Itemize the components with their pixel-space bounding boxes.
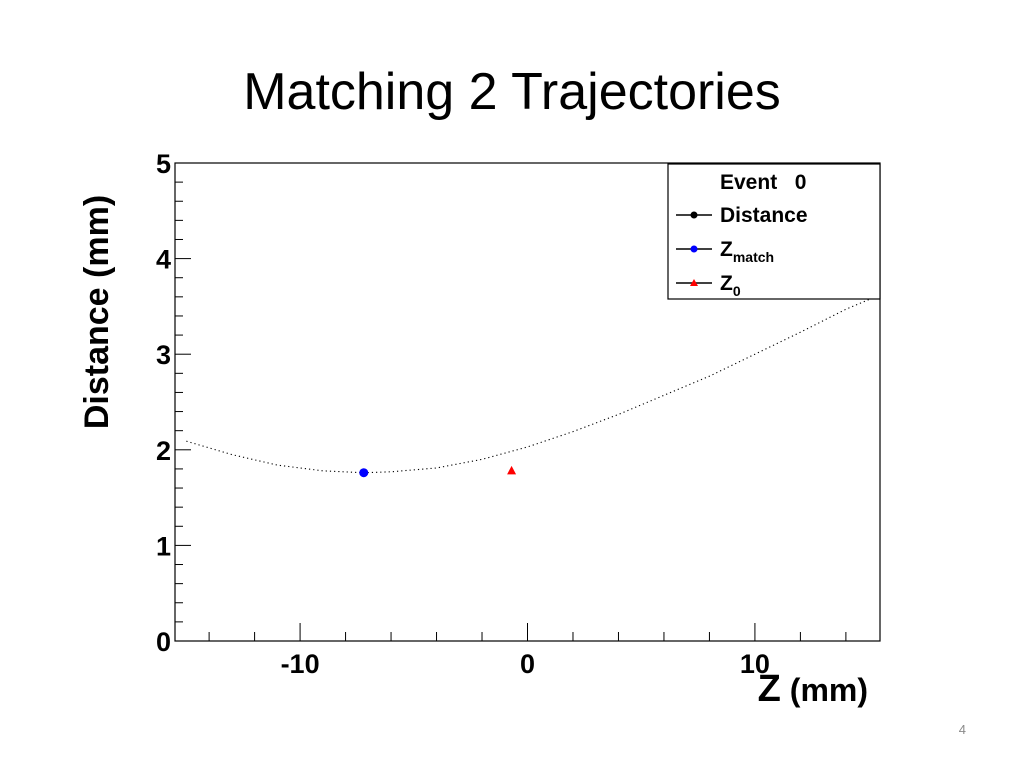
- slide-title: Matching 2 Trajectories: [243, 63, 781, 121]
- x-axis-label-main: Z: [758, 668, 781, 710]
- x-axis-tick-labels: -10 0 10: [281, 649, 770, 679]
- y-axis-tick-labels: 0 1 2 3 4 5: [156, 149, 171, 657]
- legend: Event 0 Distance Zmatch Z0: [667, 163, 881, 300]
- legend-zmatch-label: Zmatch: [720, 238, 774, 265]
- y-tick-label: 3: [156, 340, 171, 370]
- legend-header: Event 0: [720, 171, 806, 194]
- y-axis-label: Distance (mm): [78, 195, 116, 429]
- y-tick-label: 0: [156, 627, 171, 657]
- x-axis-label: Z (mm): [758, 668, 868, 710]
- legend-distance-label: Distance: [720, 204, 808, 227]
- z0-point: [507, 465, 517, 475]
- x-axis-label-unit: (mm): [781, 672, 868, 708]
- page-number: 4: [958, 722, 966, 737]
- legend-z0-main: Z: [720, 272, 733, 295]
- x-tick-label: 10: [740, 649, 770, 679]
- legend-z0-label: Z0: [720, 272, 741, 299]
- legend-box: [667, 163, 881, 300]
- x-tick-label: 0: [520, 649, 535, 679]
- y-tick-label: 4: [156, 245, 171, 275]
- series-layer: [186, 294, 881, 478]
- legend-z0-sub: 0: [733, 283, 741, 299]
- y-tick-label: 1: [156, 531, 171, 561]
- x-tick-label: -10: [281, 649, 320, 679]
- zmatch-point: [359, 468, 369, 478]
- x-axis-ticks: [208, 623, 847, 641]
- legend-zmatch-sub: match: [733, 249, 774, 265]
- y-axis-ticks: [175, 162, 191, 642]
- legend-distance-marker: [690, 211, 698, 219]
- legend-zmatch-main: Z: [720, 238, 733, 261]
- legend-z0-marker: [690, 279, 698, 286]
- distance-curve: [186, 294, 881, 474]
- y-tick-label: 2: [156, 436, 171, 466]
- legend-zmatch-marker: [690, 245, 698, 253]
- y-tick-label: 5: [156, 149, 171, 179]
